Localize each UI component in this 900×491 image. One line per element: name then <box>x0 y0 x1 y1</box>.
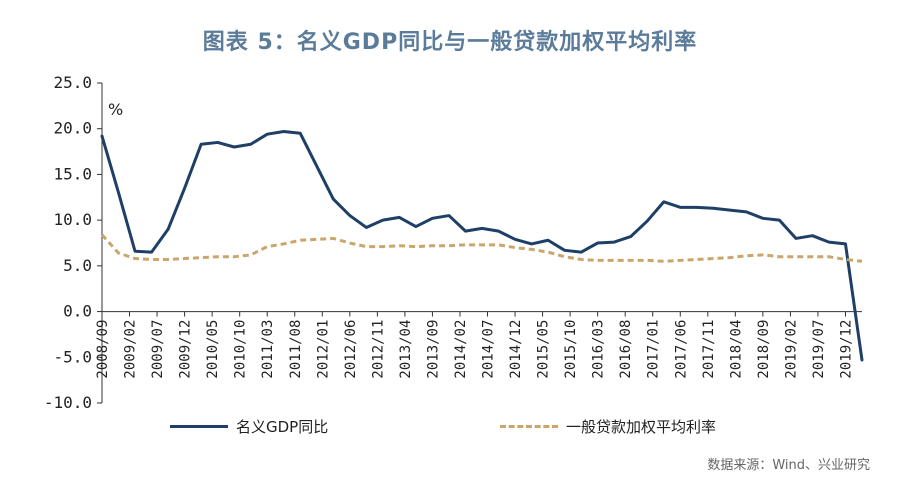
x-tick-label: 2013/09 <box>425 320 441 379</box>
x-tick-label: 2013/04 <box>398 320 414 379</box>
x-tick-label: 2009/07 <box>150 320 166 379</box>
y-tick-label: 25.0 <box>53 73 92 92</box>
x-tick-label: 2014/07 <box>481 320 497 379</box>
x-tick-label: 2010/10 <box>233 320 249 379</box>
x-tick-label: 2014/12 <box>508 320 524 379</box>
x-tick-label: 2018/04 <box>728 320 744 379</box>
y-tick-label: -10.0 <box>44 393 92 412</box>
legend-swatch-rate <box>500 425 558 428</box>
x-tick-label: 2009/02 <box>123 320 139 379</box>
x-tick-label: 2015/05 <box>536 320 552 379</box>
y-axis: 25.0 20.0 15.0 10.0 5.0 0.0 -5.0 -10.0% <box>44 73 123 412</box>
y-unit-label: % <box>108 100 123 119</box>
x-axis: 2008/09 2009/02 2009/07 2009/12 2010/05 2010/… <box>95 311 862 379</box>
x-tick-label: 2016/08 <box>618 320 634 379</box>
legend-label-rate: 一般贷款加权平均利率 <box>566 418 717 436</box>
x-tick-label: 2012/01 <box>315 320 331 379</box>
x-tick-label: 2015/10 <box>563 320 579 379</box>
chart-title: 图表 5：名义GDP同比与一般贷款加权平均利率 <box>202 30 698 55</box>
x-tick-label: 2019/07 <box>811 320 827 379</box>
series-line-gdp <box>100 129 864 362</box>
y-tick-label: 15.0 <box>53 164 92 183</box>
legend-item-gdp: 名义GDP同比 <box>170 416 328 437</box>
x-tick-label: 2019/12 <box>838 320 854 379</box>
x-tick-label: 2011/08 <box>288 320 304 379</box>
x-tick-label: 2016/03 <box>591 320 607 379</box>
series-layer <box>100 129 864 362</box>
y-tick-label: 5.0 <box>63 256 92 275</box>
x-tick-label: 2019/02 <box>783 320 799 379</box>
x-tick-label: 2010/05 <box>205 320 221 379</box>
y-tick-label: 10.0 <box>53 210 92 229</box>
x-tick-label: 2014/02 <box>453 320 469 379</box>
x-tick-label: 2017/06 <box>673 320 689 379</box>
x-tick-label: 2012/06 <box>343 320 359 379</box>
y-tick-label: -5.0 <box>53 347 92 366</box>
legend-swatch-gdp <box>170 425 228 428</box>
x-tick-label: 2017/11 <box>701 320 717 379</box>
x-tick-label: 2011/03 <box>260 320 276 379</box>
y-tick-label: 20.0 <box>53 119 92 138</box>
data-source-note: 数据来源：Wind、兴业研究 <box>707 458 870 473</box>
x-tick-label: 2008/09 <box>95 320 111 379</box>
y-tick-label: 0.0 <box>63 302 92 321</box>
series-line-rate <box>100 233 863 263</box>
x-tick-label: 2018/09 <box>756 320 772 379</box>
x-tick-label: 2017/01 <box>646 320 662 379</box>
x-tick-label: 2012/11 <box>370 320 386 379</box>
legend-label-gdp: 名义GDP同比 <box>236 418 329 436</box>
x-tick-label: 2009/12 <box>178 320 194 379</box>
legend-item-rate: 一般贷款加权平均利率 <box>500 416 716 437</box>
